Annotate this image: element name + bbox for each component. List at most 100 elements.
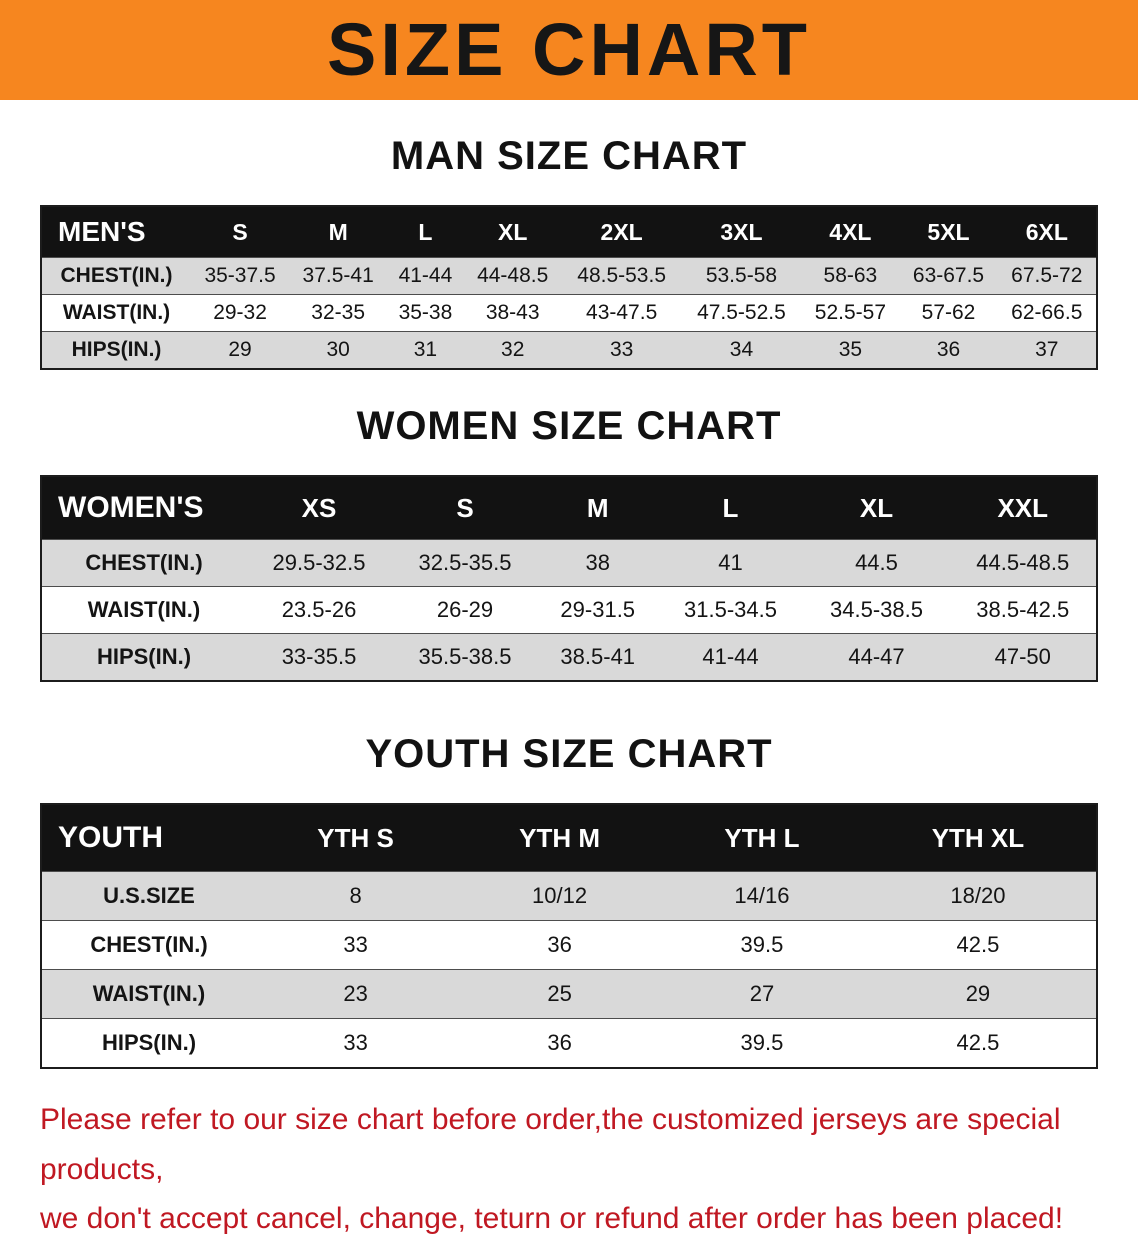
- row-label: CHEST(IN.): [85, 550, 203, 575]
- cell: 25: [547, 981, 572, 1006]
- cell: 32: [501, 338, 525, 361]
- cell: 63-67.5: [912, 264, 985, 287]
- cell: 37.5-41: [302, 264, 374, 287]
- cell: 39.5: [740, 932, 784, 957]
- row-label: U.S.SIZE: [103, 883, 195, 908]
- youth-col-header: YTH L: [664, 804, 860, 872]
- cell: 8: [349, 883, 362, 908]
- men-table-header-row: MEN'S S M L XL 2XL 3XL 4XL 5XL 6XL: [41, 206, 1097, 258]
- youth-col-header: YTH XL: [859, 804, 1097, 872]
- cell: 14/16: [734, 883, 790, 908]
- youth-col-header: YTH M: [455, 804, 665, 872]
- men-size-section: MAN SIZE CHART MEN'S S M L XL 2XL 3XL 4X…: [0, 134, 1138, 370]
- cell: 44-48.5: [477, 264, 549, 287]
- youth-table-group-label: YOUTH: [41, 804, 256, 872]
- men-col-header: 4XL: [801, 206, 900, 258]
- women-chest-row: CHEST(IN.) 29.5-32.5 32.5-35.5 38 41 44.…: [41, 539, 1097, 587]
- men-col-header: 2XL: [561, 206, 682, 258]
- row-label: CHEST(IN.): [60, 264, 173, 287]
- cell: 27: [749, 981, 775, 1006]
- cell: 29-32: [213, 301, 267, 324]
- cell: 42.5: [956, 1030, 1000, 1055]
- men-waist-row: WAIST(IN.) 29-32 32-35 35-38 38-43 43-47…: [41, 294, 1097, 332]
- cell: 23: [343, 981, 368, 1006]
- youth-ussize-row: U.S.SIZE 8 10/12 14/16 18/20: [41, 871, 1097, 921]
- cell: 35: [838, 338, 863, 361]
- cell: 30: [326, 338, 350, 361]
- men-size-table: MEN'S S M L XL 2XL 3XL 4XL 5XL 6XL CHEST…: [40, 205, 1098, 370]
- men-col-header: L: [387, 206, 464, 258]
- men-table-group-label: MEN'S: [41, 206, 191, 258]
- men-col-header: M: [289, 206, 388, 258]
- row-label: WAIST(IN.): [92, 981, 206, 1006]
- row-label: HIPS(IN.): [71, 338, 162, 361]
- cell: 38.5-42.5: [976, 597, 1070, 622]
- cell: 38-43: [485, 301, 540, 324]
- men-col-header: 3XL: [681, 206, 802, 258]
- cell: 31.5-34.5: [684, 597, 777, 622]
- cell: 38: [585, 550, 610, 575]
- cell: 41-44: [702, 644, 759, 669]
- women-col-header: XS: [246, 476, 392, 540]
- cell: 35-38: [398, 301, 453, 324]
- women-col-header: XL: [803, 476, 950, 540]
- cell: 29: [228, 338, 252, 361]
- cell: 47.5-52.5: [697, 301, 786, 324]
- cell: 18/20: [950, 883, 1006, 908]
- youth-size-section: YOUTH SIZE CHART YOUTH YTH S YTH M YTH L…: [0, 732, 1138, 1069]
- row-label: CHEST(IN.): [90, 932, 208, 957]
- cell: 57-62: [921, 301, 976, 324]
- cell: 37: [1035, 338, 1059, 361]
- cell: 58-63: [823, 264, 878, 287]
- youth-waist-row: WAIST(IN.) 23 25 27 29: [41, 969, 1097, 1019]
- cell: 34: [729, 338, 754, 361]
- disclaimer-line-1: Please refer to our size chart before or…: [40, 1103, 1061, 1186]
- women-col-header: XXL: [949, 476, 1097, 540]
- cell: 29.5-32.5: [272, 550, 366, 575]
- cell: 32-35: [311, 301, 366, 324]
- cell: 48.5-53.5: [577, 264, 667, 287]
- cell: 36: [547, 932, 572, 957]
- row-label: HIPS(IN.): [96, 644, 192, 669]
- youth-chest-row: CHEST(IN.) 33 36 39.5 42.5: [41, 920, 1097, 970]
- women-col-header: M: [538, 476, 658, 540]
- cell: 35-37.5: [204, 264, 276, 287]
- cell: 53.5-58: [705, 264, 778, 287]
- youth-section-heading: YOUTH SIZE CHART: [365, 732, 773, 776]
- cell: 32.5-35.5: [418, 550, 512, 575]
- page-title: SIZE CHART: [327, 8, 811, 91]
- cell: 29-31.5: [560, 597, 636, 622]
- cell: 39.5: [740, 1030, 784, 1055]
- cell: 42.5: [956, 932, 1000, 957]
- youth-table-header-row: YOUTH YTH S YTH M YTH L YTH XL: [41, 804, 1097, 872]
- women-section-heading: WOMEN SIZE CHART: [356, 404, 782, 448]
- cell: 33-35.5: [281, 644, 357, 669]
- cell: 52.5-57: [814, 301, 887, 324]
- cell: 36: [547, 1030, 572, 1055]
- cell: 10/12: [532, 883, 588, 908]
- cell: 62-66.5: [1011, 301, 1083, 324]
- cell: 67.5-72: [1011, 264, 1083, 287]
- cell: 47-50: [994, 644, 1051, 669]
- cell: 36: [936, 338, 961, 361]
- cell: 41: [718, 550, 743, 575]
- cell: 35.5-38.5: [418, 644, 512, 669]
- cell: 38.5-41: [560, 644, 636, 669]
- women-table-group-label: WOMEN'S: [41, 476, 246, 540]
- women-size-section: WOMEN SIZE CHART WOMEN'S XS S M L XL XXL…: [0, 404, 1138, 682]
- youth-hips-row: HIPS(IN.) 33 36 39.5 42.5: [41, 1018, 1097, 1068]
- cell: 34.5-38.5: [830, 597, 923, 622]
- women-col-header: S: [392, 476, 538, 540]
- banner: SIZE CHART: [0, 0, 1138, 100]
- cell: 33: [609, 338, 634, 361]
- cell: 31: [413, 338, 438, 361]
- cell: 44.5-48.5: [976, 550, 1070, 575]
- cell: 26-29: [436, 597, 494, 622]
- cell: 33: [343, 932, 368, 957]
- cell: 41-44: [398, 264, 453, 287]
- row-label: HIPS(IN.): [101, 1030, 197, 1055]
- cell: 44-47: [848, 644, 905, 669]
- men-hips-row: HIPS(IN.) 29 30 31 32 33 34 35 36 37: [41, 331, 1097, 369]
- women-hips-row: HIPS(IN.) 33-35.5 35.5-38.5 38.5-41 41-4…: [41, 633, 1097, 681]
